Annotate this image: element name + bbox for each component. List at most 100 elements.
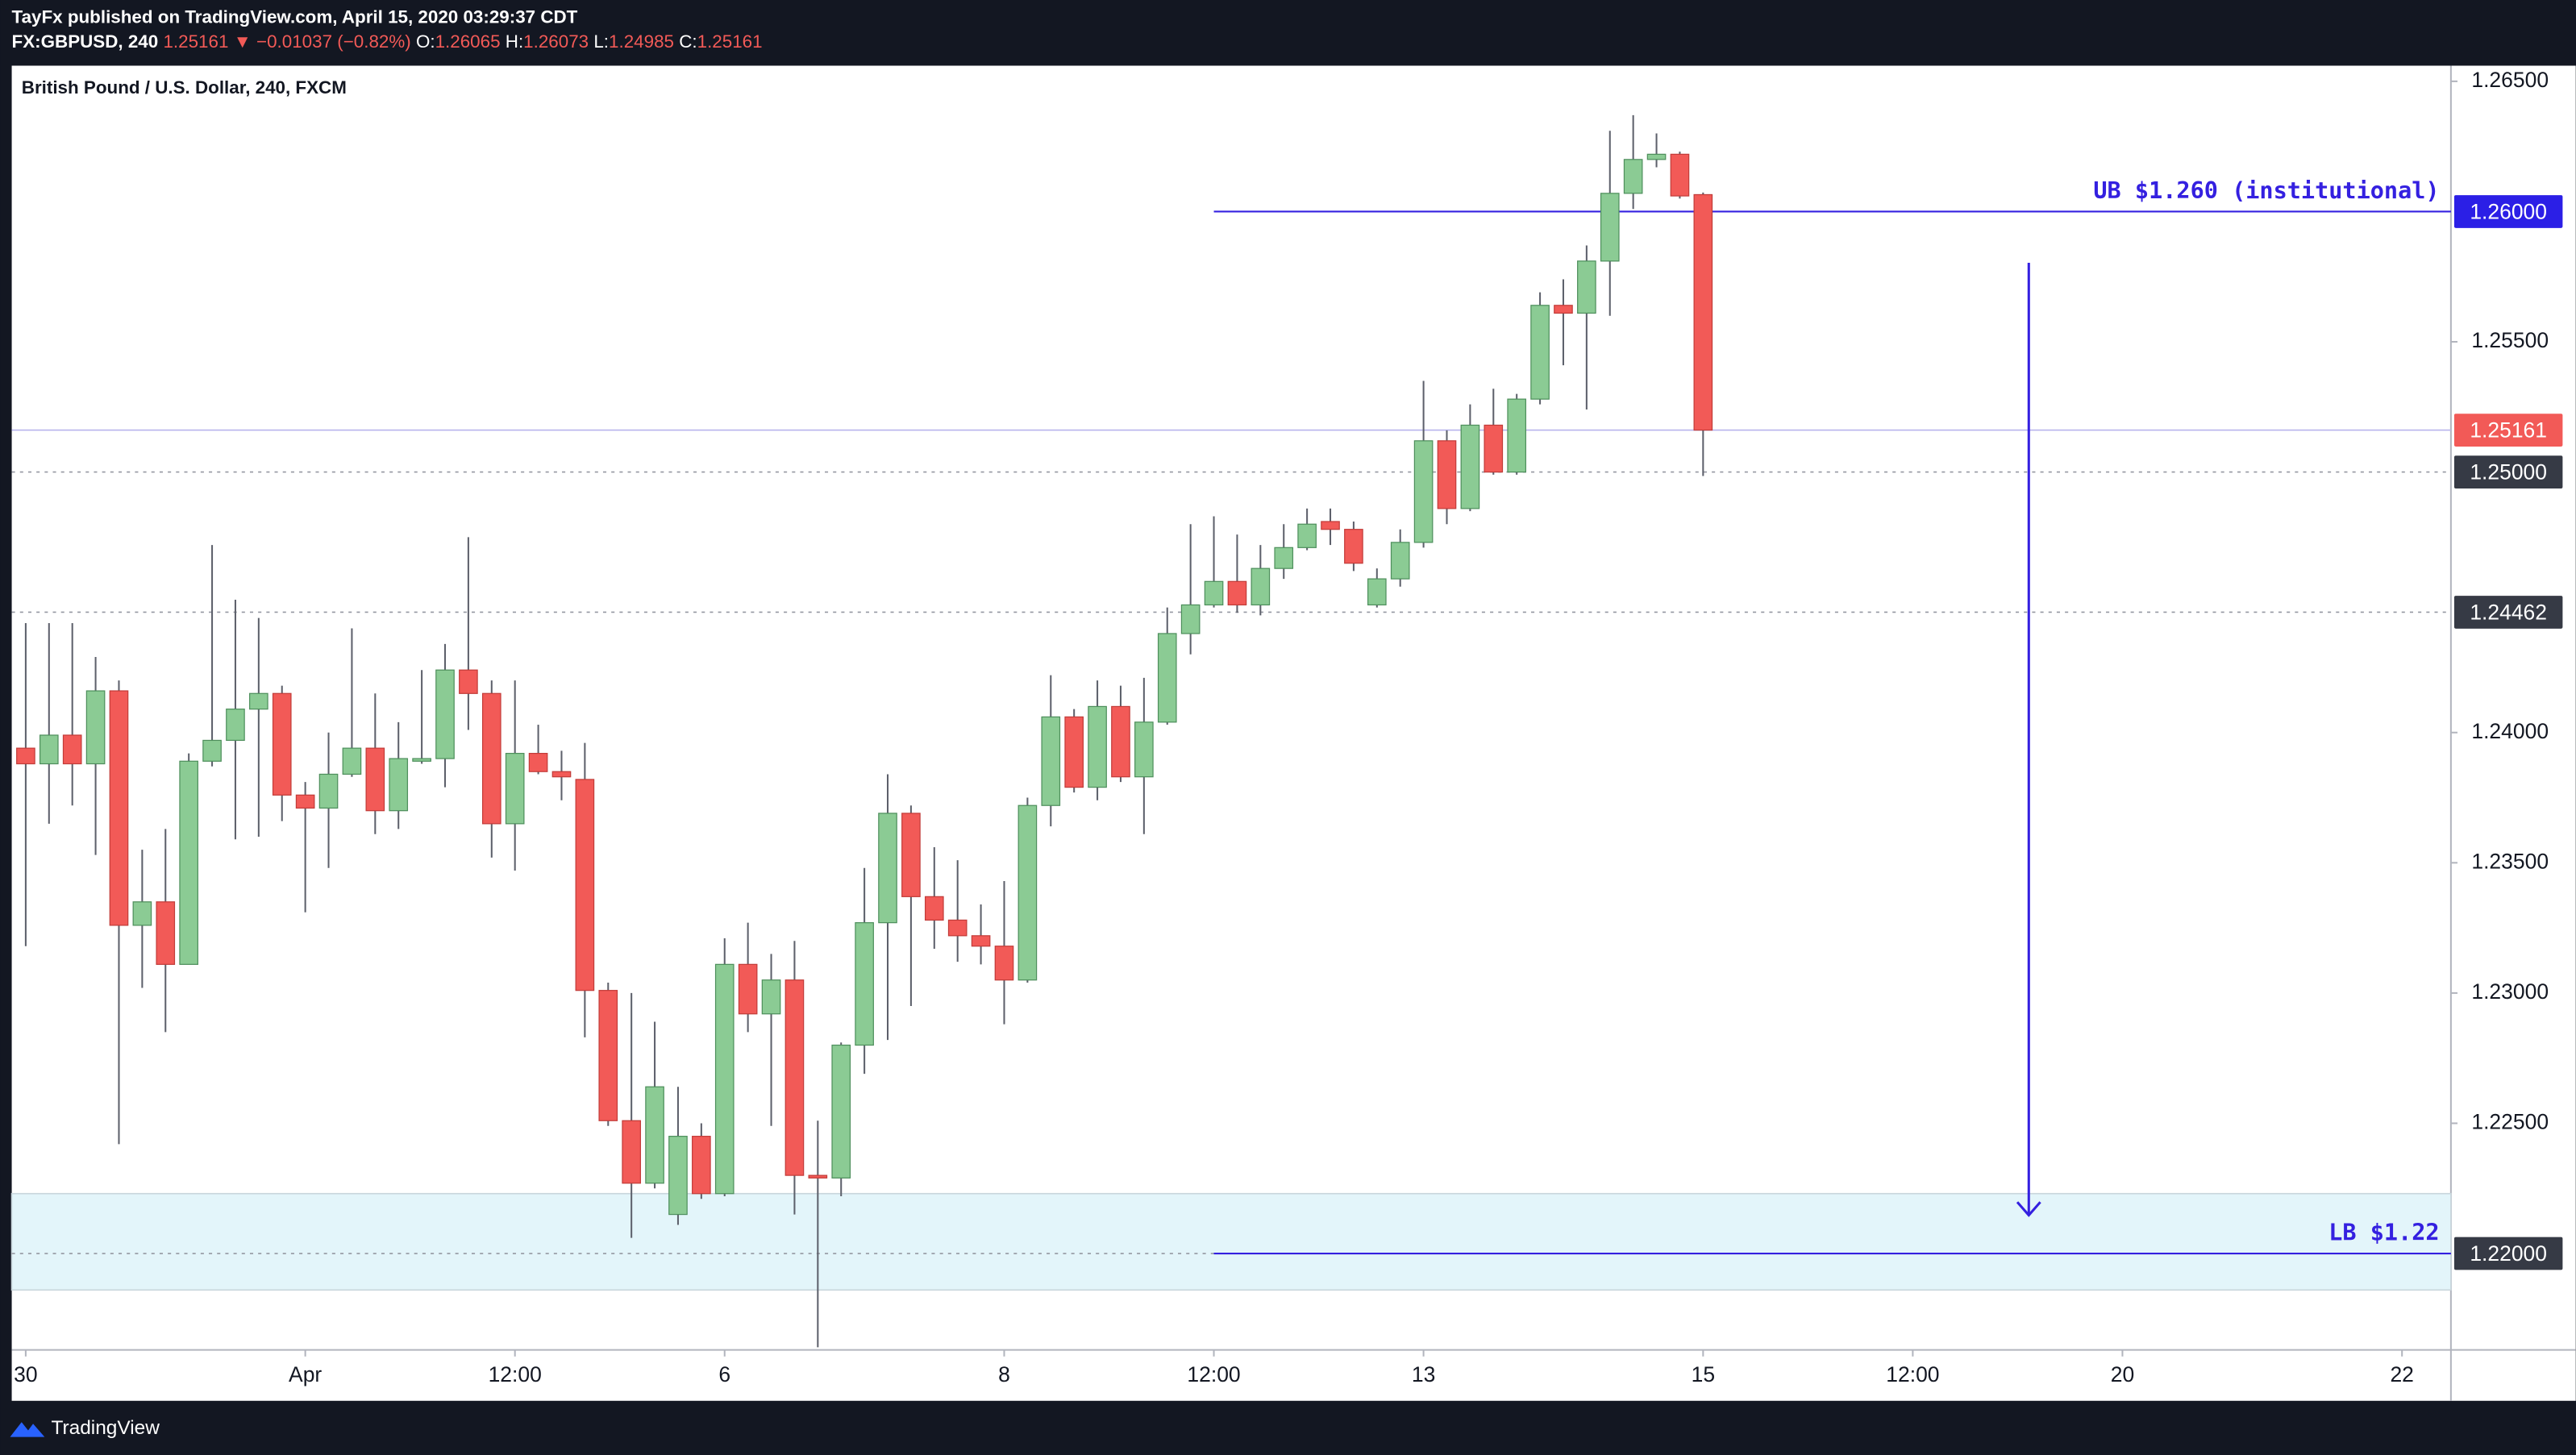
brand-logo (10, 1422, 45, 1437)
y-tick-label: 1.23500 (2471, 849, 2549, 873)
candle-body (855, 922, 874, 1046)
candle-body (179, 760, 198, 965)
publisher-line: TayFx published on TradingView.com, Apri… (12, 6, 578, 27)
projection-arrow (2016, 262, 2041, 1217)
candle-body (318, 773, 339, 809)
candle-body (738, 963, 758, 1015)
y-tick-label: 1.22500 (2471, 1109, 2549, 1133)
candle-body (1274, 547, 1294, 569)
candle-body (1484, 424, 1504, 473)
candle-body (412, 758, 431, 762)
candle-body (1297, 523, 1317, 548)
level-label: LB $1.22 (2328, 1220, 2439, 1246)
candle-body (481, 692, 501, 825)
candle-body (342, 747, 362, 775)
level-label: UB $1.260 (institutional) (2093, 177, 2439, 204)
x-tick-label: 12:00 (1886, 1362, 1939, 1386)
candle-body (109, 690, 129, 926)
candle-body (831, 1044, 851, 1179)
candle-body (85, 690, 106, 765)
y-tick-label: 1.25500 (2471, 328, 2549, 352)
candle-body (1460, 424, 1480, 509)
candle-body (459, 669, 478, 694)
x-tick-label: 20 (2111, 1362, 2134, 1386)
candle-body (1041, 716, 1061, 806)
price-label: 1.25000 (2470, 460, 2547, 484)
change: ▼ −0.01037 (−0.82%) (234, 31, 411, 52)
candle-body (714, 963, 735, 1195)
support-zone (10, 1192, 2452, 1291)
ohlc-label: L: (593, 31, 609, 52)
candle-body (249, 692, 268, 710)
x-tick-label: 22 (2390, 1362, 2413, 1386)
arrow-head (2016, 1201, 2041, 1217)
candle-body (901, 813, 921, 897)
candle-body (1693, 193, 1713, 431)
candle-body (1413, 440, 1434, 543)
candle-body (622, 1120, 641, 1184)
candle-body (1507, 398, 1526, 473)
ohlc-value: 1.25161 (697, 31, 763, 52)
candle-body (1344, 529, 1363, 564)
candle-body (39, 734, 59, 765)
candle-body (1670, 153, 1690, 197)
x-tick-label: 15 (1692, 1362, 1715, 1386)
candle-body (598, 990, 618, 1121)
candle-body (505, 752, 525, 825)
candle-body (1577, 260, 1596, 314)
price-label-box (2453, 414, 2563, 447)
x-tick-label: 12:00 (489, 1362, 542, 1386)
brand: TradingView (10, 1417, 160, 1439)
candle-body (1367, 578, 1387, 606)
x-tick-label: 12:00 (1187, 1362, 1240, 1386)
price-label-box (2453, 596, 2563, 629)
candle-body (389, 758, 409, 812)
x-tick-label: 30 (14, 1362, 37, 1386)
candle-body (202, 739, 222, 762)
candle-body (551, 771, 572, 778)
last-price: 1.25161 (163, 31, 228, 52)
candle-body (1227, 580, 1247, 606)
price-label: 1.24462 (2470, 600, 2547, 624)
ohlc-value: 1.24985 (609, 31, 674, 52)
ohlc-label: O: (416, 31, 435, 52)
candle-body (16, 747, 35, 765)
publisher: TayFx published on TradingView.com, Apri… (12, 6, 578, 27)
candle-body (947, 919, 968, 937)
quote-line: FX:GBPUSD, 240 1.25161 ▼ −0.01037 (−0.82… (12, 31, 763, 52)
price-label-box (2453, 455, 2563, 488)
candle-body (1204, 580, 1224, 606)
x-tick-label: 6 (718, 1362, 730, 1386)
candle-body (1600, 193, 1620, 262)
candle-body (1157, 633, 1177, 723)
candle-body (1530, 305, 1550, 400)
candle-body (575, 779, 595, 991)
price-label: 1.26000 (2470, 199, 2547, 223)
ohlc-value: 1.26065 (435, 31, 501, 52)
ohlc-label: H: (506, 31, 523, 52)
candle-body (1111, 705, 1130, 778)
y-tick-label: 1.24000 (2471, 719, 2549, 743)
candle-body (1088, 705, 1107, 788)
ohlc-label: C: (679, 31, 697, 52)
candle-body (1437, 440, 1457, 509)
y-tick-label: 1.23000 (2471, 979, 2549, 1004)
price-label-box (2453, 1237, 2563, 1270)
candle-body (528, 752, 548, 772)
candle-body (435, 669, 455, 759)
candle-body (1390, 542, 1410, 580)
price-label: 1.22000 (2470, 1241, 2547, 1266)
plot-layer: 1.26500 1.25500 1.24000 1.23500 1.23000 1.225… (10, 68, 2563, 1386)
candle-body (878, 813, 897, 924)
candle-body (272, 692, 292, 796)
candle-body (924, 896, 944, 921)
candle-body (645, 1086, 664, 1184)
candle-body (1321, 521, 1340, 530)
x-tick-label: Apr (289, 1362, 322, 1386)
candle-body (668, 1136, 688, 1216)
candle-body (1180, 604, 1201, 634)
candle-body (784, 979, 805, 1176)
candle-body (1017, 804, 1038, 981)
